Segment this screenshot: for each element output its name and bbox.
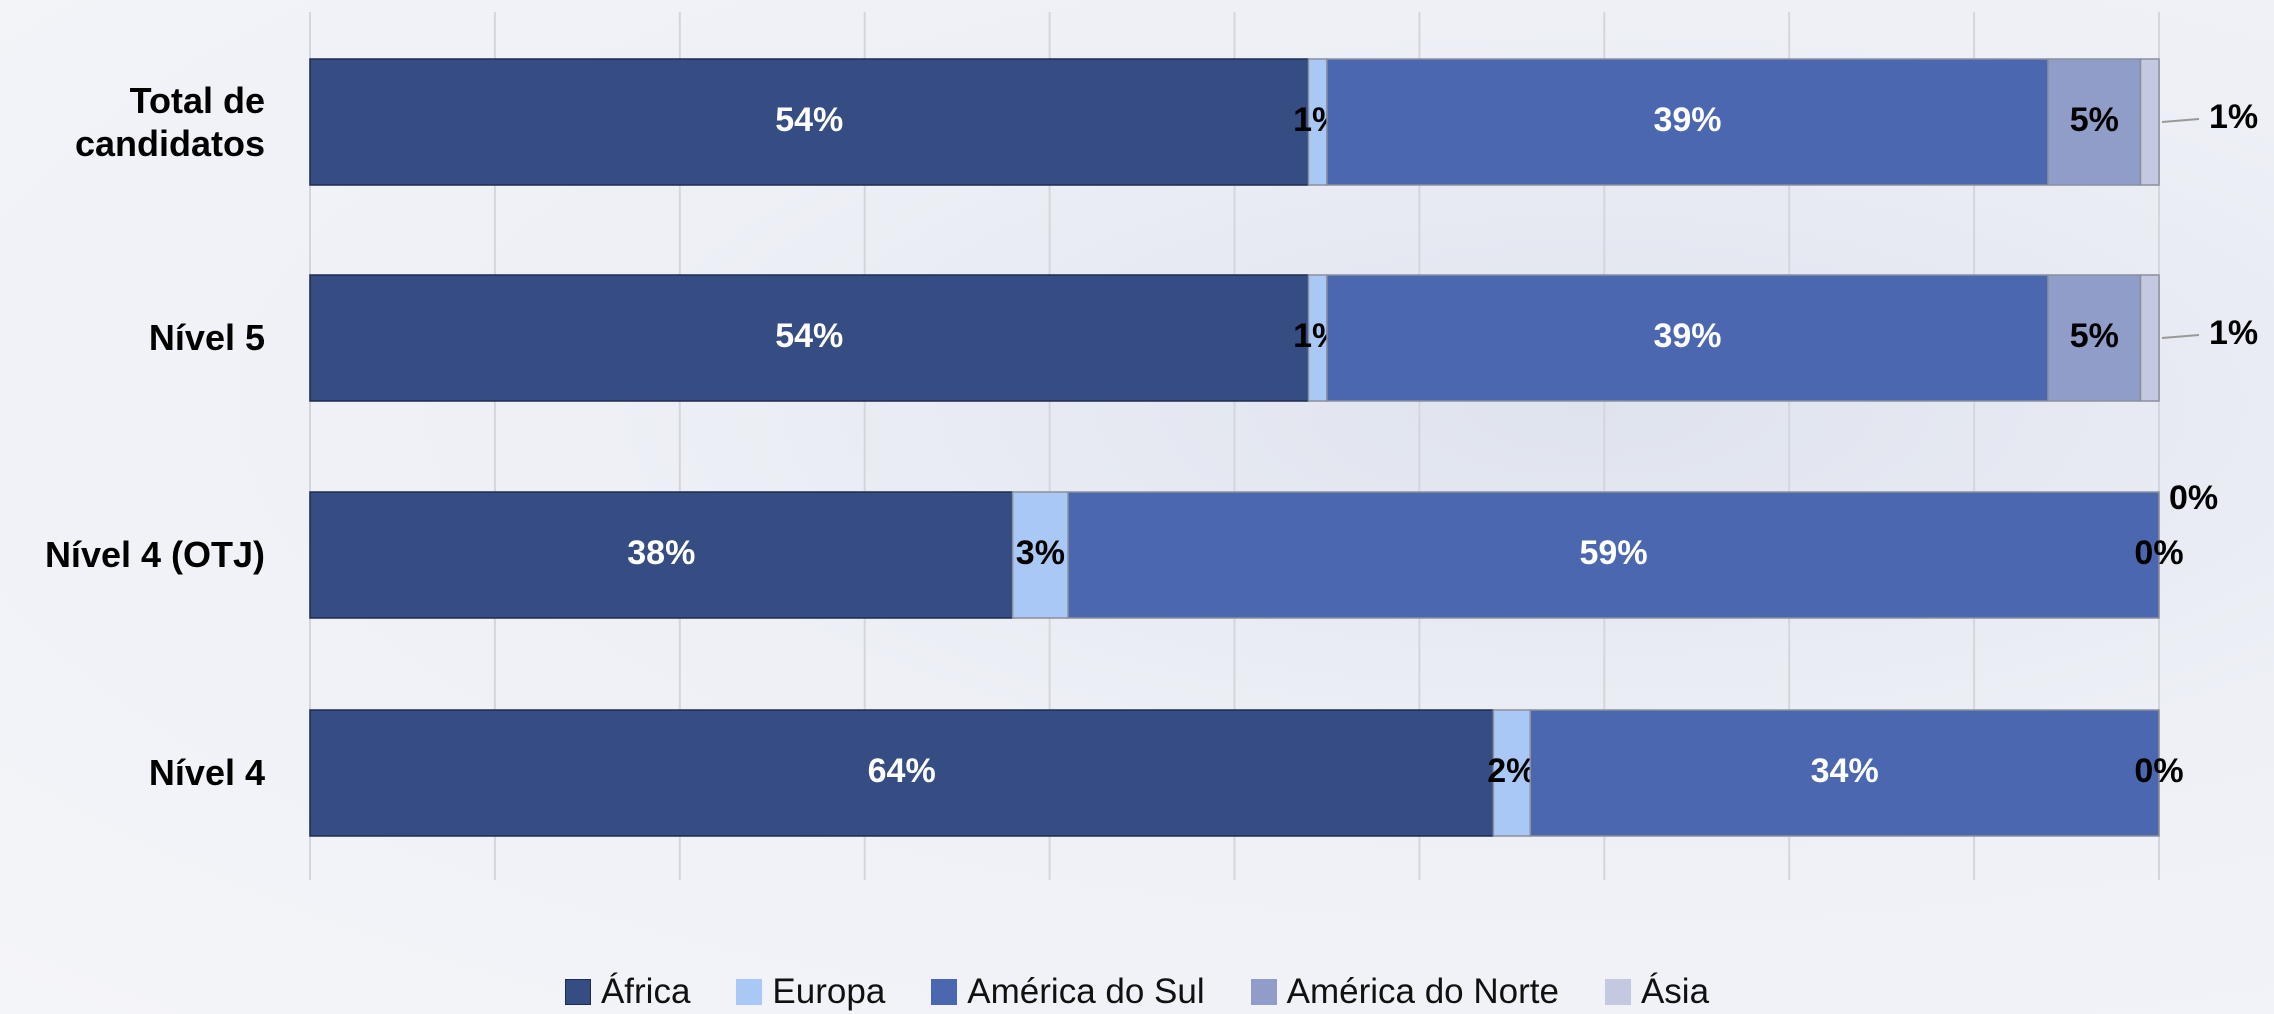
bar-segment bbox=[1326, 274, 2049, 402]
legend-item: Ásia bbox=[1604, 972, 1710, 1012]
data-label: 3% bbox=[1016, 534, 1065, 572]
legend-swatch bbox=[736, 979, 763, 1005]
legend-item: América do Norte bbox=[1250, 972, 1559, 1012]
bar-segment bbox=[2047, 274, 2142, 402]
leader-line bbox=[2161, 118, 2200, 123]
bar-segment bbox=[309, 491, 1014, 619]
bar-segment bbox=[309, 274, 1310, 402]
bar-segment bbox=[1326, 58, 2049, 186]
bar-segment bbox=[1492, 709, 1532, 837]
data-label: 34% bbox=[1811, 752, 1879, 790]
data-label: 38% bbox=[627, 534, 695, 572]
data-label: 0% bbox=[2134, 534, 2183, 572]
category-label: Total de candidatos bbox=[74, 79, 265, 164]
legend-label: Europa bbox=[772, 972, 886, 1011]
category-label: Nível 5 bbox=[148, 317, 265, 359]
data-label: 5% bbox=[2070, 101, 2119, 139]
data-label: 1% bbox=[2209, 314, 2258, 352]
data-label: 59% bbox=[1580, 534, 1648, 572]
category-label: Nível 4 bbox=[148, 752, 265, 794]
bar-segment bbox=[1011, 491, 1069, 619]
legend-item: América do Sul bbox=[931, 972, 1205, 1012]
data-label: 5% bbox=[2070, 317, 2119, 355]
data-label: 54% bbox=[775, 317, 843, 355]
data-label: 64% bbox=[868, 752, 936, 790]
legend-swatch bbox=[1250, 979, 1277, 1005]
legend: África Europa América do Sul América do Nor… bbox=[0, 972, 2274, 1012]
bar-segment bbox=[2047, 58, 2142, 186]
legend-label: Ásia bbox=[1640, 972, 1710, 1011]
data-label: 0% bbox=[2134, 752, 2183, 790]
leader-line bbox=[2161, 334, 2200, 339]
legend-label: África bbox=[600, 972, 691, 1011]
bar-segment bbox=[1067, 491, 2160, 619]
legend-swatch bbox=[1604, 979, 1631, 1005]
bar-segment bbox=[1529, 709, 2160, 837]
data-label: 0% bbox=[2169, 479, 2218, 517]
legend-item: África bbox=[564, 972, 691, 1012]
data-label: 39% bbox=[1653, 317, 1721, 355]
data-label: 1% bbox=[2209, 98, 2258, 136]
legend-label: América do Sul bbox=[967, 972, 1205, 1011]
bar-segment bbox=[309, 709, 1495, 837]
legend-label: América do Norte bbox=[1286, 972, 1559, 1011]
bar-segment bbox=[309, 58, 1310, 186]
category-label: Nível 4 (OTJ) bbox=[44, 534, 265, 576]
legend-swatch bbox=[564, 979, 591, 1005]
legend-item: Europa bbox=[736, 972, 885, 1012]
data-label: 2% bbox=[1487, 752, 1536, 790]
data-label: 39% bbox=[1653, 101, 1721, 139]
bar-segment bbox=[2139, 274, 2160, 402]
bar-segment bbox=[2139, 58, 2160, 186]
legend-swatch bbox=[931, 979, 958, 1005]
data-label: 54% bbox=[775, 101, 843, 139]
